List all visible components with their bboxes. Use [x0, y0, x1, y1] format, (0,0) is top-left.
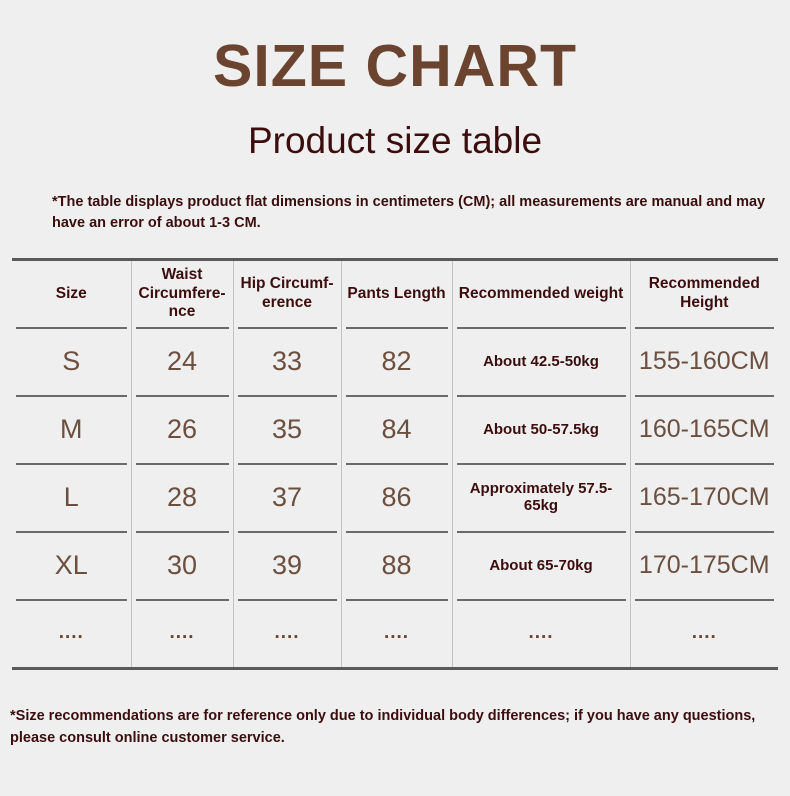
measurement-note: *The table displays product flat dimensi… [52, 194, 766, 232]
page-title: SIZE CHART [213, 33, 577, 99]
column-header-size: Size [55, 284, 87, 302]
cell-recommended-weight: About 50-57.5kg [451, 395, 630, 463]
table-row: .... .... .... .... .... .... [12, 599, 778, 667]
cell-hip: .... [232, 599, 341, 667]
column-header-waist: Waist Circumfere-nce [130, 261, 233, 327]
cell-pants-length: 84 [340, 395, 452, 463]
cell-recommended-weight: About 65-70kg [451, 531, 630, 599]
column-header-pants-length: Pants Length [340, 261, 452, 327]
cell-recommended-height: 160-165CM [629, 395, 778, 463]
size-table: Size Waist Circumfere-nce Hip Circumf-er… [12, 261, 778, 667]
table-header-row: Size Waist Circumfere-nce Hip Circumf-er… [12, 261, 778, 327]
cell-waist: 26 [130, 395, 233, 463]
cell-waist: 24 [130, 327, 233, 395]
cell-size: XL [12, 531, 131, 599]
cell-size: .... [12, 599, 131, 667]
cell-recommended-weight: .... [451, 599, 630, 667]
cell-recommended-weight: Approximately 57.5-65kg [451, 463, 630, 531]
cell-hip: 39 [232, 531, 341, 599]
column-header-recommended-height: Recommended Height [629, 261, 778, 327]
page-subtitle: Product size table [247, 120, 543, 161]
cell-recommended-height: 155-160CM [629, 327, 778, 395]
table-row: M 26 35 84 About 50-57.5kg 160-165CM [12, 395, 778, 463]
cell-recommended-height: 165-170CM [629, 463, 778, 531]
column-header-recommended-weight: Recommended weight [451, 261, 630, 327]
cell-recommended-height: 170-175CM [629, 531, 778, 599]
cell-recommended-weight: About 42.5-50kg [451, 327, 630, 395]
cell-hip: 33 [232, 327, 341, 395]
cell-waist: .... [130, 599, 233, 667]
cell-waist: 30 [130, 531, 233, 599]
cell-pants-length: 88 [340, 531, 452, 599]
table-row: XL 30 39 88 About 65-70kg 170-175CM [12, 531, 778, 599]
cell-pants-length: 82 [340, 327, 452, 395]
cell-hip: 35 [232, 395, 341, 463]
cell-pants-length: .... [340, 599, 452, 667]
cell-waist: 28 [130, 463, 233, 531]
disclaimer-note: *Size recommendations are for reference … [10, 708, 756, 746]
cell-pants-length: 86 [340, 463, 452, 531]
cell-recommended-height: .... [629, 599, 778, 667]
cell-hip: 37 [232, 463, 341, 531]
cell-size: M [12, 395, 131, 463]
column-header-hip: Hip Circumf-erence [232, 261, 341, 327]
cell-size: L [12, 463, 131, 531]
table-row: S 24 33 82 About 42.5-50kg 155-160CM [12, 327, 778, 395]
table-row: L 28 37 86 Approximately 57.5-65kg 165-1… [12, 463, 778, 531]
cell-size: S [12, 327, 131, 395]
size-table-container: Size Waist Circumfere-nce Hip Circumf-er… [12, 258, 778, 670]
